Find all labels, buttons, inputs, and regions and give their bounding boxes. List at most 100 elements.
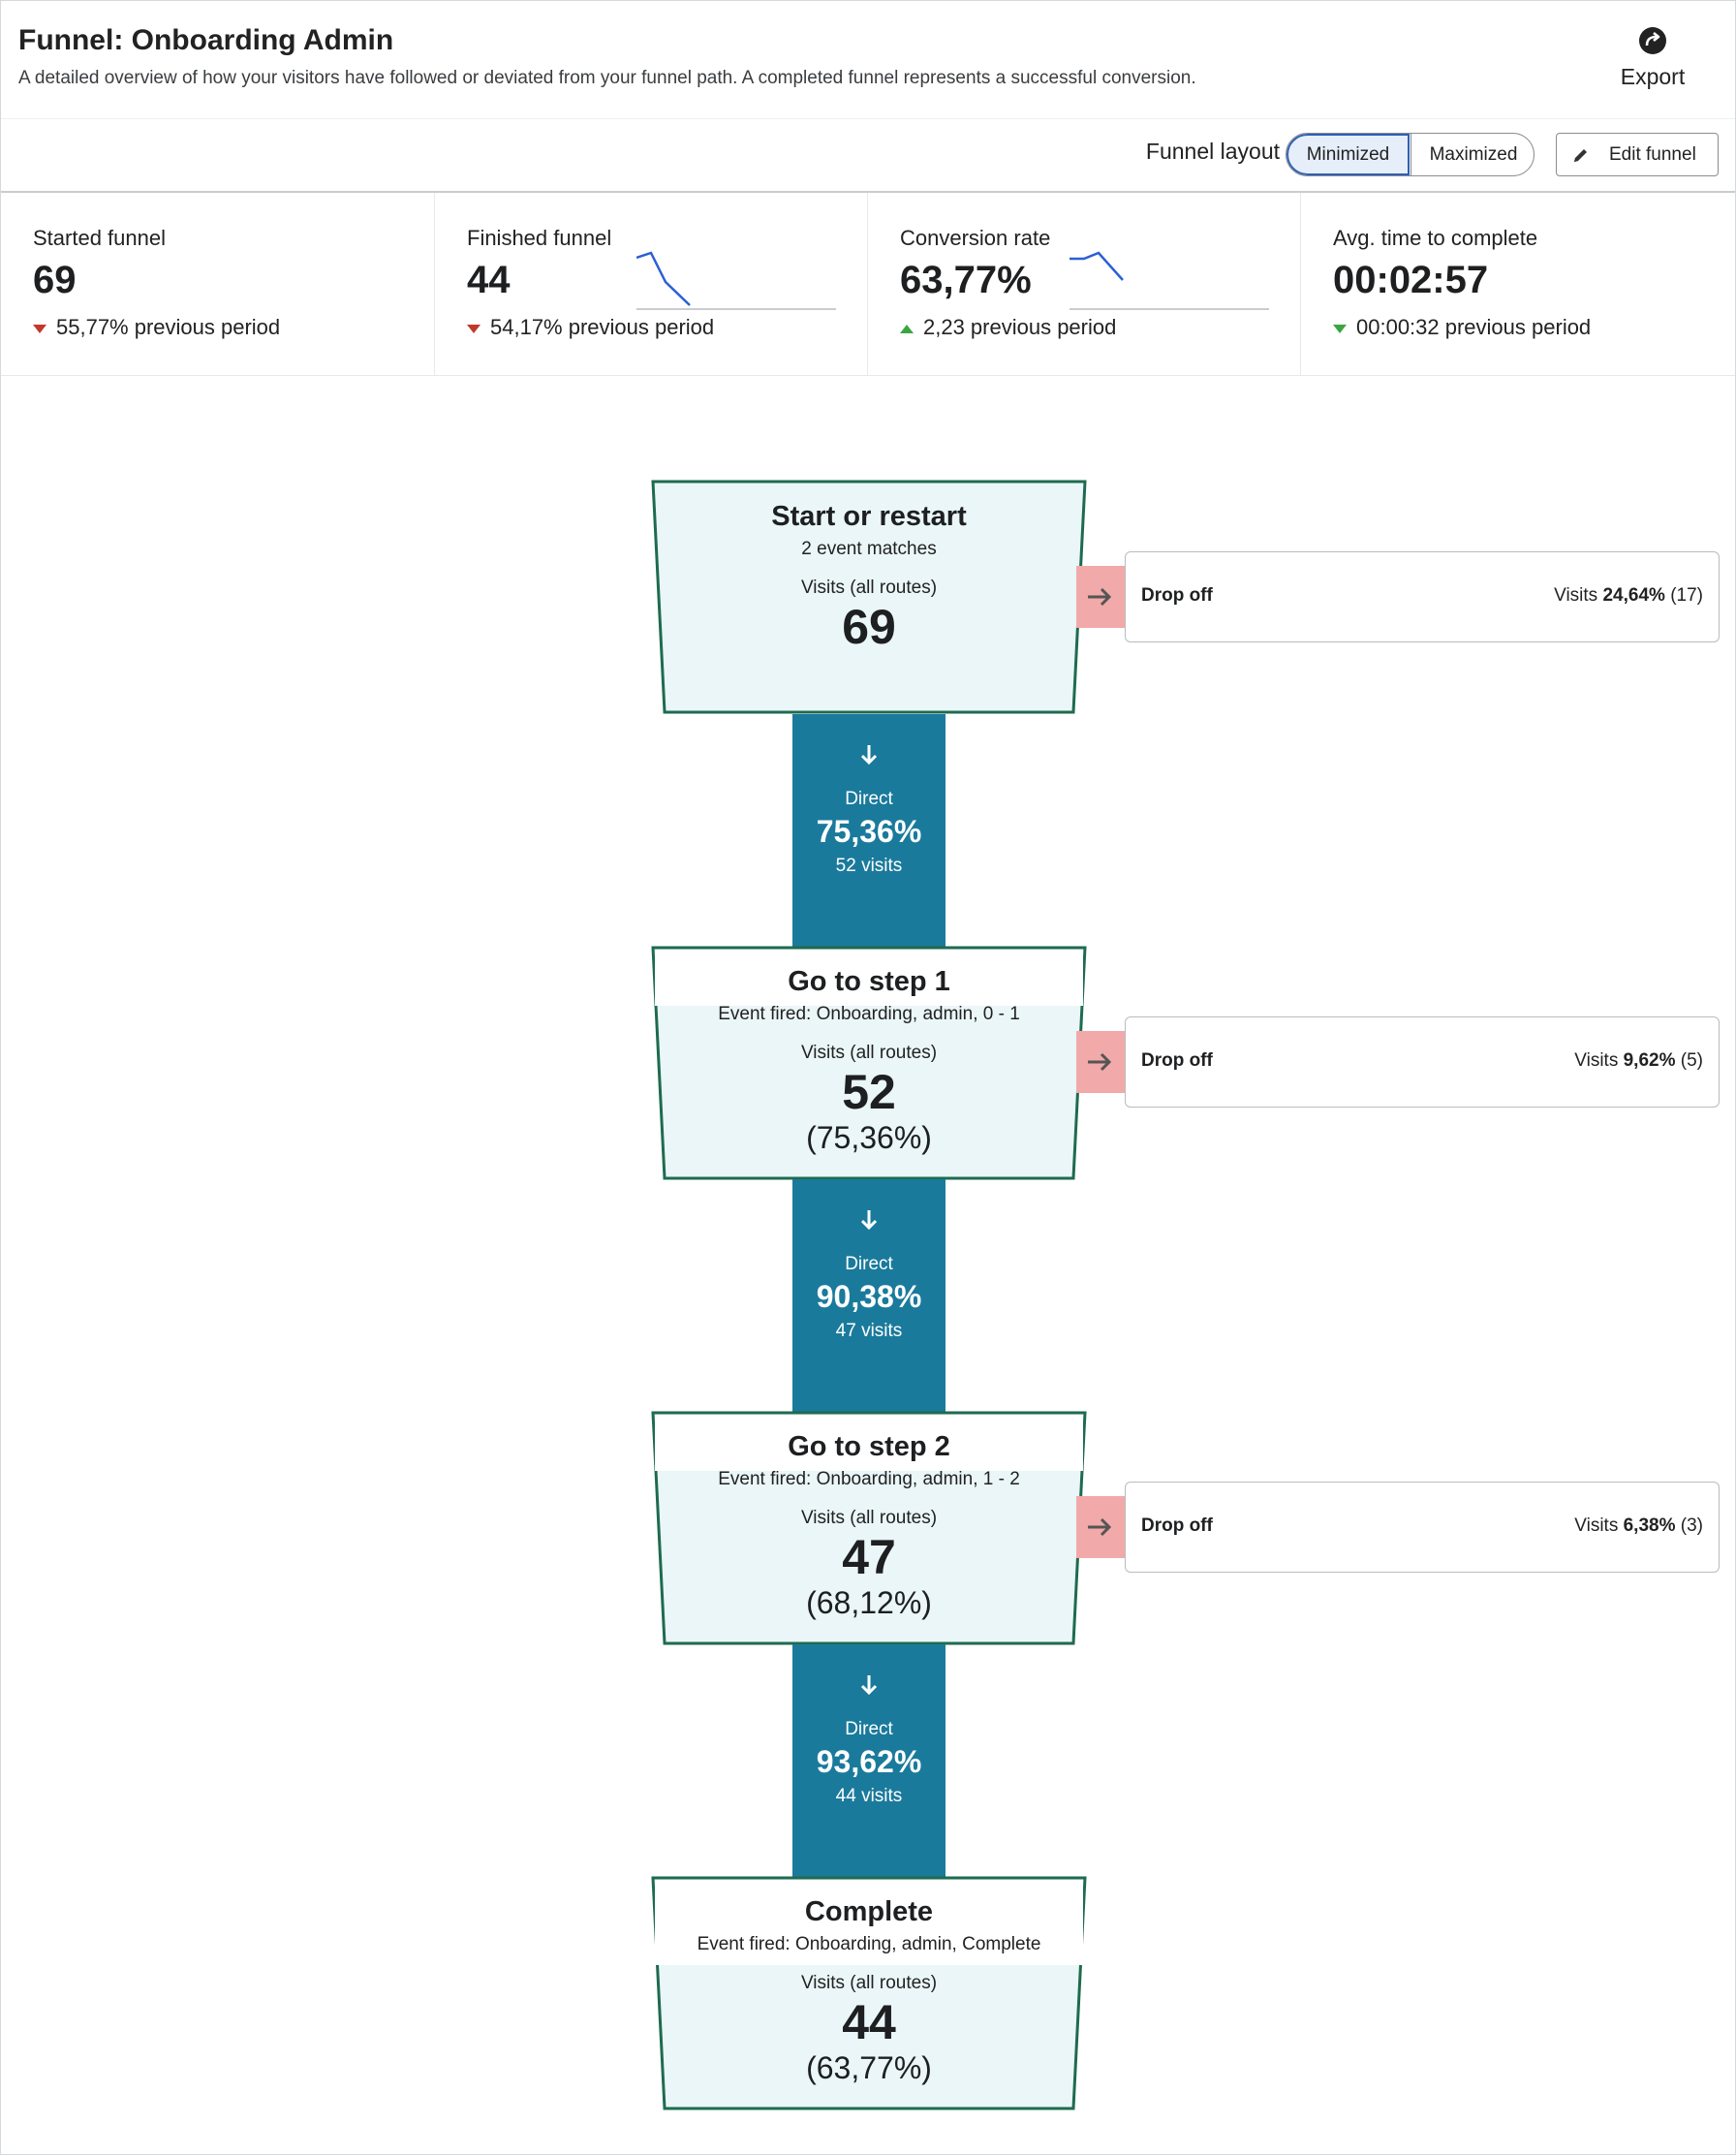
stat-label: Finished funnel [467,226,612,250]
funnel-step-1: Go to step 1 Event fired: Onboarding, ad… [666,966,1072,1156]
stat-conversion-rate: Conversion rate 63,77% 2,23 previous per… [868,193,1300,375]
dropoff-percent: 9,62% [1623,1050,1676,1071]
dropoff-link [1076,1496,1127,1558]
dropoff-step-2[interactable]: Drop off Visits 6,38% (3) [1125,1482,1720,1573]
dropoff-percent: 24,64% [1602,585,1665,606]
stat-value: 63,77% [900,259,1032,301]
dropoff-count: (5) [1680,1050,1703,1071]
finished-funnel-sparkline [636,251,836,310]
connector-visits: 47 visits [835,1321,903,1341]
decrease-icon [33,324,46,333]
step-title: Go to step 1 [788,966,950,997]
connector-direct-2: Direct 90,38% 47 visits [792,1179,946,1412]
connector-percent: 93,62% [816,1744,922,1779]
connector-visits: 44 visits [835,1786,903,1806]
stat-value: 44 [467,259,511,301]
step-subtitle: Event fired: Onboarding, admin, 1 - 2 [718,1469,1020,1489]
stat-change: 00:00:32 previous period [1333,315,1591,340]
step-title: Go to step 2 [788,1431,950,1462]
step-visits-label: Visits (all routes) [800,1508,938,1528]
stat-value: 00:02:57 [1333,259,1489,301]
export-label: Export [1620,64,1686,89]
dropoff-visits: Visits 9,62% (5) [1574,1050,1703,1072]
increase-icon [900,324,914,333]
step-visits-label: Visits (all routes) [800,1043,938,1063]
dropoff-step-1[interactable]: Drop off Visits 9,62% (5) [1125,1016,1720,1108]
decrease-icon [467,324,480,333]
stat-change-text: 2,23 previous period [923,315,1117,339]
dropoff-count: (3) [1680,1515,1703,1536]
funnel-step-start: Start or restart 2 event matches Visits … [666,501,1072,653]
arrow-right-icon [1088,587,1112,607]
stat-change-text: 00:00:32 previous period [1356,315,1592,339]
export-icon [1639,27,1666,54]
step-visits-percent: (63,77%) [806,2050,932,2085]
stat-change: 54,17% previous period [467,315,714,340]
step-visits-count: 52 [842,1065,896,1119]
connector-direct-3: Direct 93,62% 44 visits [792,1644,946,1877]
connector-label: Direct [845,1254,893,1274]
connector-percent: 90,38% [816,1279,922,1314]
arrow-down-icon [860,745,878,765]
stat-change: 2,23 previous period [900,315,1116,340]
dropoff-link [1076,1031,1127,1093]
edit-funnel-button[interactable]: Edit funnel [1556,133,1719,176]
funnel-step-box [651,1411,1087,1645]
arrow-right-icon [1088,1052,1112,1072]
step-title: Start or restart [771,501,967,532]
divider [1,191,1735,193]
stat-finished-funnel: Finished funnel 44 54,17% previous perio… [435,193,867,375]
conversion-rate-sparkline [1070,251,1269,310]
step-visits-count: 47 [842,1530,896,1584]
page-title: Funnel: Onboarding Admin [18,24,394,56]
stat-label: Avg. time to complete [1333,226,1538,250]
minimized-layout-button[interactable]: Minimized [1286,134,1410,175]
dropoff-count: (17) [1670,585,1703,606]
dropoff-label: Drop off [1141,585,1213,606]
funnel-step-box [651,946,1087,1180]
connector-direct-1: Direct 75,36% 52 visits [792,714,946,947]
dropoff-label: Drop off [1141,1515,1213,1536]
step-title: Complete [804,1896,934,1927]
connector-label: Direct [845,789,893,809]
dropoff-visits-prefix: Visits [1574,1515,1619,1536]
step-subtitle: 2 event matches [801,539,937,559]
connector-visits: 52 visits [835,856,903,876]
step-visits-label: Visits (all routes) [800,1973,938,1993]
report-header: Funnel: Onboarding Admin A detailed over… [1,1,1735,117]
export-button[interactable]: Export [1609,26,1696,90]
stat-label: Started funnel [33,226,166,250]
funnel-step-box [651,1876,1087,2110]
stat-value: 69 [33,259,77,301]
arrow-down-icon [860,1675,878,1696]
dropoff-visits-prefix: Visits [1554,585,1598,606]
divider [867,193,868,375]
step-subtitle: Event fired: Onboarding, admin, Complete [697,1934,1041,1954]
step-visits-percent: (75,36%) [806,1120,932,1155]
stat-label: Conversion rate [900,226,1051,250]
funnel-step-box [651,480,1087,714]
divider [1,375,1735,376]
stat-change: 55,77% previous period [33,315,280,340]
dropoff-label: Drop off [1141,1050,1213,1071]
step-visits-count: 44 [842,1995,896,2049]
funnel-layout-toggle: Minimized Maximized [1286,133,1534,176]
funnel-step-2: Go to step 2 Event fired: Onboarding, ad… [666,1431,1072,1621]
dropoff-step-start[interactable]: Drop off Visits 24,64% (17) [1125,551,1720,642]
stat-change-text: 55,77% previous period [56,315,281,339]
step-subtitle: Event fired: Onboarding, admin, 0 - 1 [718,1004,1020,1024]
divider [434,193,435,375]
dropoff-visits-prefix: Visits [1574,1050,1619,1071]
dropoff-link [1076,566,1127,628]
maximized-layout-button[interactable]: Maximized [1410,134,1534,175]
arrow-right-icon [1088,1517,1112,1537]
divider [1,118,1735,119]
funnel-step-complete: Complete Event fired: Onboarding, admin,… [666,1896,1072,2086]
divider [1300,193,1301,375]
step-visits-percent: (68,12%) [806,1585,932,1620]
page-subtitle: A detailed overview of how your visitors… [18,68,1196,88]
funnel-layout-label: Funnel layout [1145,139,1280,164]
stat-started-funnel: Started funnel 69 55,77% previous period [1,193,433,375]
arrow-down-icon [860,1210,878,1231]
